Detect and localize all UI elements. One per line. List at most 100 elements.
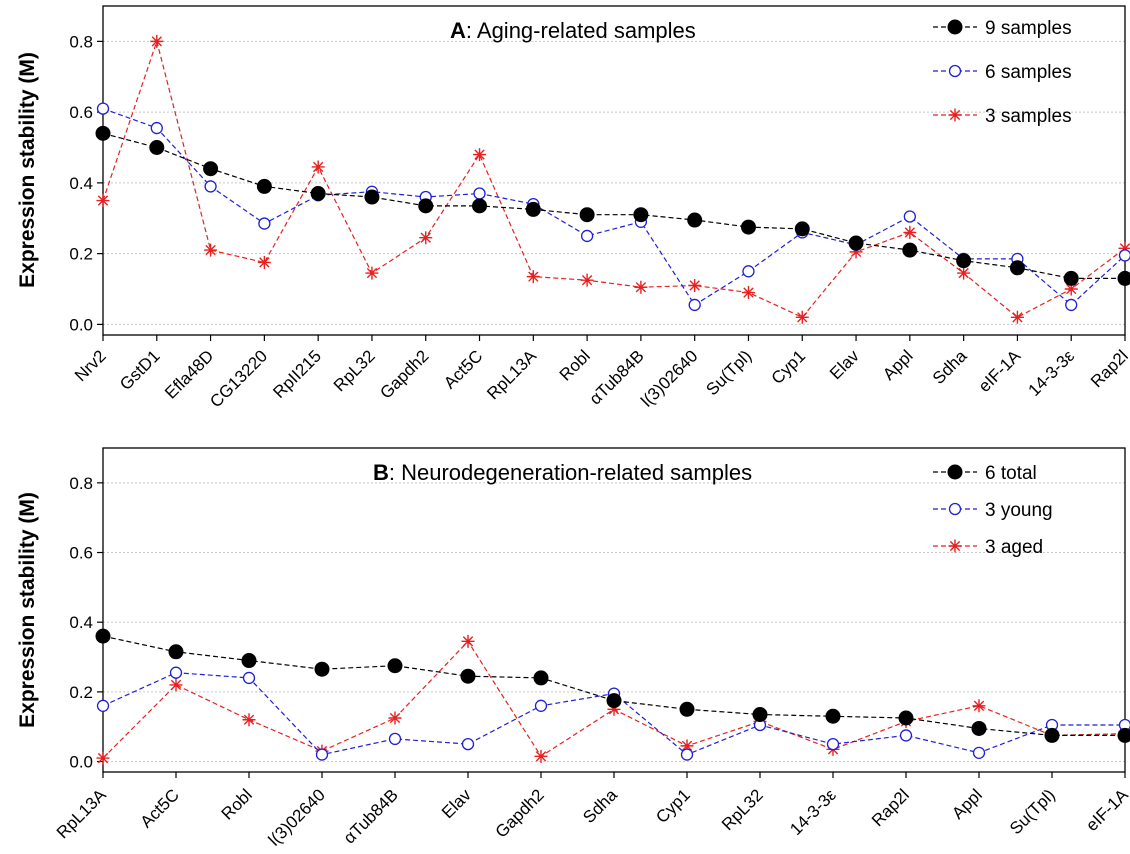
panel-b-series-1 [96,666,1130,761]
panel-a-data-point [848,235,864,251]
panel-a-y-tick-label: 0.6 [69,103,93,122]
panel-a-data-point [903,225,917,239]
panel-a-title: A: Aging-related samples [450,18,696,43]
panel-a-category-label: CG13220 [206,346,271,411]
panel-a-category-label: Robl [556,346,594,384]
panel-b-data-point [242,671,256,685]
panel-a-data-point [742,265,755,278]
panel-a-data-point [580,273,594,287]
panel-b-legend: 6 total 3 young 3 aged [933,463,1053,558]
panel-b-data-point [169,666,183,679]
panel-a-data-point [580,229,594,243]
panel-a-data-point [903,210,916,223]
panel-a-data-point [256,178,272,194]
panel-a-data-point [364,189,380,205]
panel-b-y-tick-label: 0.0 [69,753,93,772]
panel-b-data-point [606,693,622,709]
panel-a-data-point [310,185,326,201]
panel-a-data-point [473,148,487,162]
panel-a-data-point [311,160,325,174]
panel-a-category-label: RpII215 [269,346,325,402]
panel-b-data-point [680,748,694,761]
panel-a-legend-label: 6 samples [985,62,1072,83]
panel-a-series-2 [96,34,1130,324]
panel-a-legend-label: 9 samples [985,18,1072,39]
panel-b-category-label: Rap2l [868,785,913,830]
panel-a-category-label: Sdha [929,346,971,388]
panel-a-category-label: Elav [826,346,863,383]
panel-a-data-point [150,121,163,135]
panel-b-gridlines [103,482,1125,763]
panel-a-data-point [1063,270,1079,286]
panel-b-data-point [95,628,111,644]
panel-b-legend-entry: 6 total [933,463,1037,484]
panel-a-data-point [203,161,219,177]
panel-b-data-point [1117,727,1130,743]
panel-b-category-label: RpL13A [53,785,110,842]
panel-b-data-point [315,748,329,761]
panel-a-data-point [579,207,595,223]
panel-a-category-label: 14-3-3ε [1024,346,1078,400]
panel-b-category-label: eIF-1A [1082,785,1130,835]
panel-a-legend: 9 samples 6 samples 3 samples [933,18,1072,127]
panel-a-data-point [150,34,164,48]
panel-b-title: B: Neurodegeneration-related samples [373,460,752,485]
panel-b-y-tick-label: 0.6 [69,544,93,563]
panel-a-series-0 [95,125,1130,286]
panel-a-legend-entry: 3 samples [933,106,1072,127]
panel-a-data-point [740,219,756,235]
panel-a-series-line [102,132,1125,279]
panel-b-y-tick-label: 0.4 [69,613,93,632]
panel-a-y-tick-label: 0.2 [69,245,93,264]
panel-a-category-label: Act5C [440,346,486,392]
panel-a-y-tick-label: 0.8 [69,32,93,51]
panel-a-data-point [1010,310,1024,324]
panel-a-data-point [96,194,110,208]
panel-b-category-label: 14-3-3ε [786,785,840,839]
panel-a-data-point [795,310,809,324]
panel-b-data-point [972,746,986,759]
panel-a-category-label: RpL13A [483,346,540,403]
panel-b-data-point [825,708,841,724]
panel-b-category-label: Cyp1 [652,785,693,826]
panel-b-data-point [242,713,256,727]
panel-a-legend-entry: 6 samples [933,62,1072,83]
panel-b-category-label: RpL32 [718,785,767,834]
panel-a-data-point [525,201,541,217]
panel-b-series-line [102,635,1125,737]
panel-a-data-point [957,266,971,280]
panel-a-data-point [257,255,271,269]
panel-a-data-point [688,278,702,292]
panel-a-data-point [149,140,165,156]
panel-a-category-label: eIF-1A [975,346,1025,396]
panel-b: 0.0 0.2 0.4 0.6 0.8 Expression stability (M) R… [16,447,1130,850]
panel-a-data-point [204,180,217,193]
panel-a-y-axis-label: Expression stability (M) [16,52,39,288]
panel-a-category-label: GstD1 [116,346,164,394]
panel-a-category-label: Appl [879,346,916,383]
panel-b-data-point [971,720,987,736]
panel-a-plot-frame [102,5,1126,336]
panel-b-legend-marker [948,539,962,553]
panel-b-data-point [461,737,475,751]
panel-a-data-point [902,242,918,258]
panel-a-series-1 [96,102,1130,312]
panel-a-category-label: Cyp1 [768,346,809,387]
panel-b-category-label: Appl [948,785,985,822]
panel-b-data-point [607,702,621,716]
panel-b-data-point [460,668,476,684]
panel-a-data-point [95,125,111,141]
panel-a-data-point [1065,298,1078,312]
panel-b-y-axis-label: Expression stability (M) [16,492,39,728]
panel-b-data-point [96,751,110,765]
panel-a-gridlines [103,40,1125,325]
panel-a-data-point [741,286,755,300]
panel-b-data-point [679,701,695,717]
panel-b-data-point [1044,727,1060,743]
panel-a-data-point [526,270,540,284]
panel-a-data-point [688,298,701,312]
panel-a-category-label: Su(Tpl) [702,346,755,399]
panel-b-data-point [899,729,913,742]
panel-b-y-tick-label: 0.2 [69,683,93,702]
panel-a-y-axis: 0.0 0.2 0.4 0.6 0.8 [69,32,103,334]
